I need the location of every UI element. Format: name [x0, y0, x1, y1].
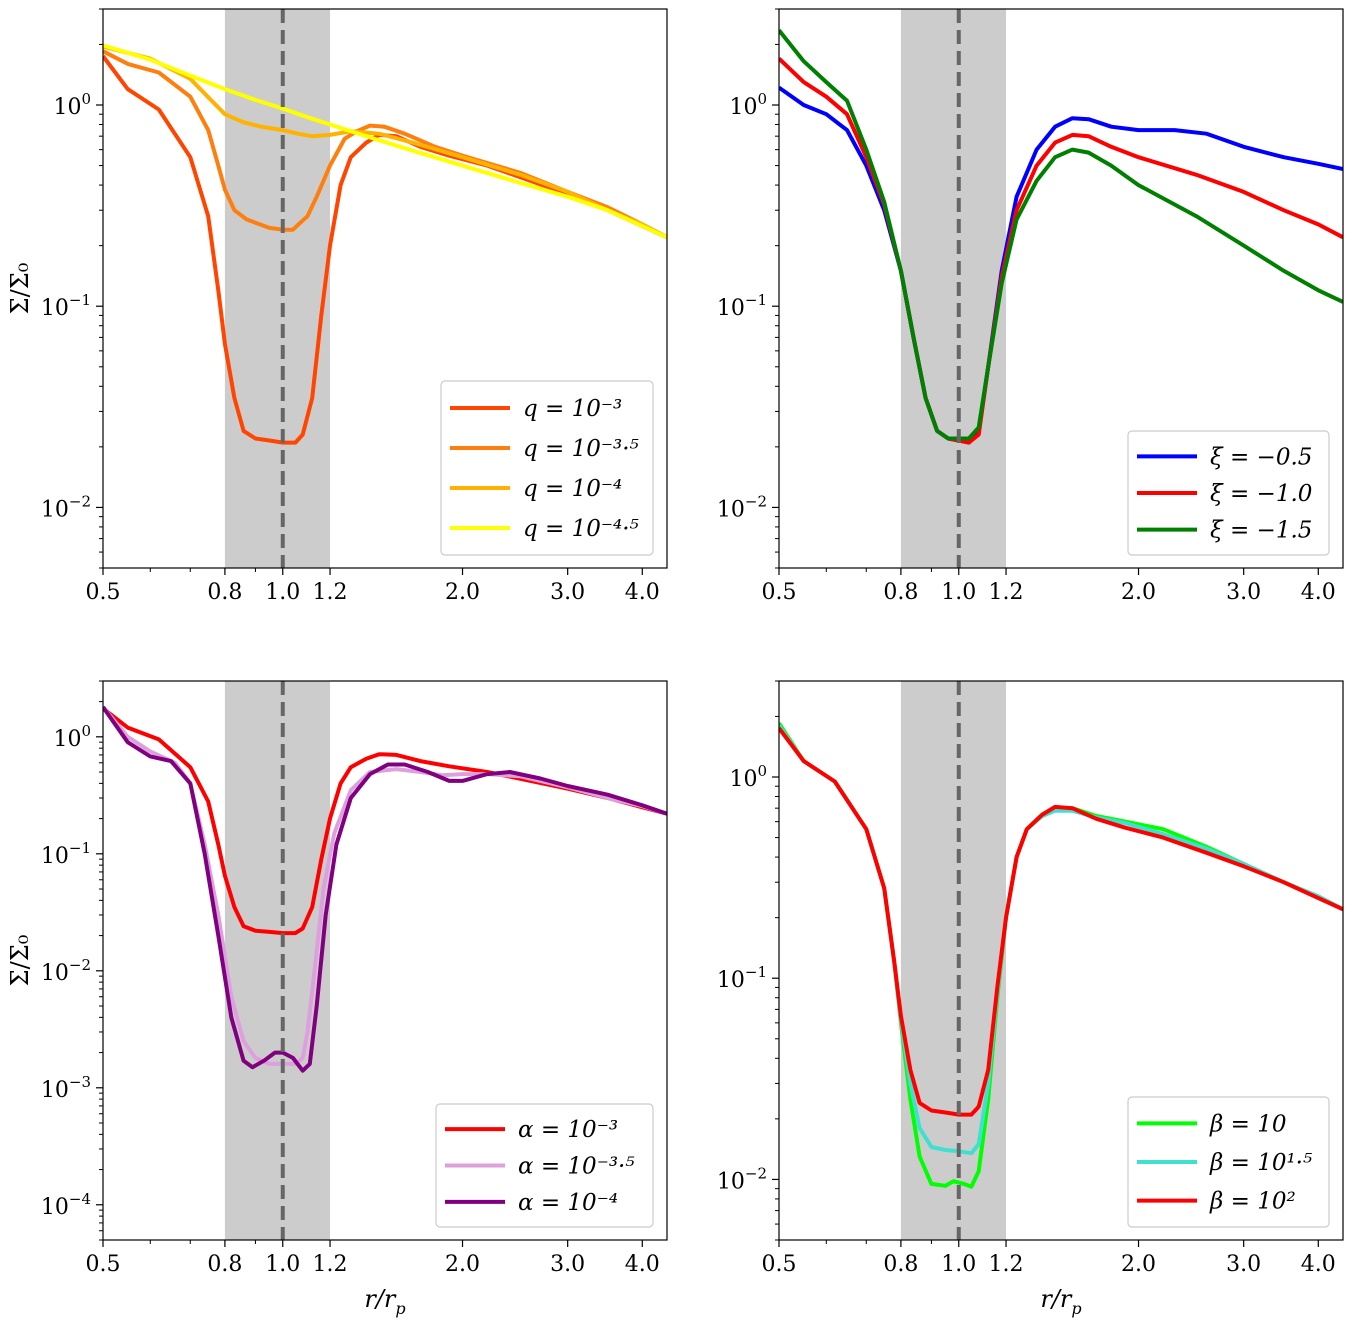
shaded-band: [224, 9, 331, 568]
x-tick-label: 3.0: [550, 580, 585, 605]
y-tick-label: 10−2: [41, 492, 91, 522]
legend-box: [1127, 430, 1330, 556]
legend-label: q = 10⁻⁴·⁵: [523, 516, 639, 542]
legend-label: β = 10: [1209, 1111, 1286, 1137]
y-tick-label: 10−2: [41, 956, 91, 986]
y-axis-label: Σ/Σ₀: [6, 935, 34, 987]
y-tick-label: 100: [729, 762, 767, 792]
legend-label: α = 10⁻³: [518, 1117, 618, 1143]
y-tick-label: 10−1: [41, 839, 91, 869]
y-tick-label: 10−2: [717, 1164, 767, 1194]
y-axis-label: Σ/Σ₀: [6, 263, 34, 315]
series-line-2: [103, 705, 667, 1073]
panel-bottom-left: 0.5 0.8 1.0 1.2 2.0 3.0 4.0 100 10−1 10−2 10−3 10−4…: [6, 680, 668, 1318]
x-tick-label: 2.0: [445, 580, 480, 605]
y-tick-label: 10−1: [717, 963, 767, 993]
legend-label: β = 10¹·⁵: [1209, 1150, 1312, 1176]
legend-label: β = 10²: [1209, 1189, 1296, 1215]
x-tick-label: 1.2: [989, 580, 1024, 605]
legend: β = 10 β = 10¹·⁵ β = 10²: [1127, 1096, 1330, 1228]
x-tick-label: 0.5: [762, 580, 797, 605]
x-axis-label: r/rp: [1040, 1285, 1081, 1318]
panel-top-right: 0.5 0.8 1.0 1.2 2.0 3.0 4.0 100 10−1 10−2 ξ = −0.5…: [717, 8, 1344, 605]
legend-box: [1127, 1096, 1330, 1228]
x-tick-label: 0.8: [207, 1252, 242, 1277]
series-line-1: [103, 705, 667, 1066]
x-tick-label: 1.0: [941, 580, 976, 605]
x-tick-label: 0.5: [86, 1252, 121, 1277]
axes-frame: [102, 680, 668, 1241]
legend-label: ξ = −0.5: [1210, 444, 1312, 470]
x-axis-label: r/rp: [364, 1285, 405, 1318]
x-tick-label: 2.0: [1121, 1252, 1156, 1277]
legend-label: q = 10⁻⁴: [523, 476, 622, 502]
x-tick-label: 0.8: [883, 1252, 918, 1277]
legend-label: q = 10⁻³·⁵: [523, 436, 639, 462]
legend: α = 10⁻³ α = 10⁻³·⁵ α = 10⁻⁴: [435, 1103, 654, 1228]
series-line-2: [103, 44, 667, 240]
axes-frame: [778, 8, 1344, 569]
series-line-2: [779, 726, 1343, 1117]
y-tick-label: 10−3: [41, 1073, 91, 1103]
x-tick-label: 2.0: [445, 1252, 480, 1277]
y-tick-label: 10−1: [717, 291, 767, 321]
x-tick-label: 3.0: [1226, 1252, 1261, 1277]
y-tick-label: 10−2: [717, 492, 767, 522]
x-tick-label: 1.0: [265, 580, 300, 605]
x-tick-label: 0.8: [207, 580, 242, 605]
x-tick-label: 3.0: [1226, 580, 1261, 605]
x-tick-label: 2.0: [1121, 580, 1156, 605]
shaded-band: [224, 681, 331, 1240]
series-line-3: [103, 43, 667, 240]
x-tick-label: 4.0: [625, 580, 660, 605]
series-line-1: [779, 724, 1343, 1156]
panel-top-left: 0.5 0.8 1.0 1.2 2.0 3.0 4.0 100 10−1 10−2 Σ/Σ₀ q = …: [6, 8, 668, 605]
panel-bottom-right: 0.5 0.8 1.0 1.2 2.0 3.0 4.0 100 10−1 10−2 r/rp β = …: [717, 680, 1344, 1318]
legend: ξ = −0.5 ξ = −1.0 ξ = −1.5: [1127, 430, 1330, 556]
x-tick-label: 0.8: [883, 580, 918, 605]
legend: q = 10⁻³ q = 10⁻³·⁵ q = 10⁻⁴ q = 10⁻⁴·⁵: [440, 380, 654, 556]
series-line-1: [779, 57, 1343, 445]
x-tick-label: 1.2: [313, 580, 348, 605]
shaded-band: [900, 9, 1007, 568]
x-tick-label: 0.5: [86, 580, 121, 605]
x-tick-label: 0.5: [762, 1252, 797, 1277]
series-line-2: [779, 29, 1343, 441]
x-tick-label: 3.0: [550, 1252, 585, 1277]
y-tick-label: 100: [53, 722, 91, 752]
legend-label: α = 10⁻⁴: [518, 1190, 618, 1216]
series-line-0: [103, 706, 667, 936]
legend-label: ξ = −1.5: [1210, 518, 1312, 544]
x-tick-label: 1.2: [989, 1252, 1024, 1277]
x-tick-label: 4.0: [1301, 1252, 1336, 1277]
shaded-band: [900, 681, 1007, 1240]
legend-label: ξ = −1.0: [1210, 481, 1312, 507]
x-tick-label: 4.0: [1301, 580, 1336, 605]
x-tick-label: 1.0: [941, 1252, 976, 1277]
legend-box: [435, 1103, 654, 1228]
axes-frame: [102, 8, 668, 569]
x-tick-label: 4.0: [625, 1252, 660, 1277]
axes-frame: [778, 680, 1344, 1241]
y-tick-label: 100: [729, 90, 767, 120]
legend-box: [440, 380, 654, 556]
y-tick-label: 10−4: [41, 1190, 91, 1220]
x-tick-label: 1.0: [265, 1252, 300, 1277]
y-tick-label: 100: [53, 90, 91, 120]
legend-label: q = 10⁻³: [523, 396, 622, 422]
y-tick-label: 10−1: [41, 291, 91, 321]
legend-label: α = 10⁻³·⁵: [518, 1154, 635, 1180]
x-tick-label: 1.2: [313, 1252, 348, 1277]
